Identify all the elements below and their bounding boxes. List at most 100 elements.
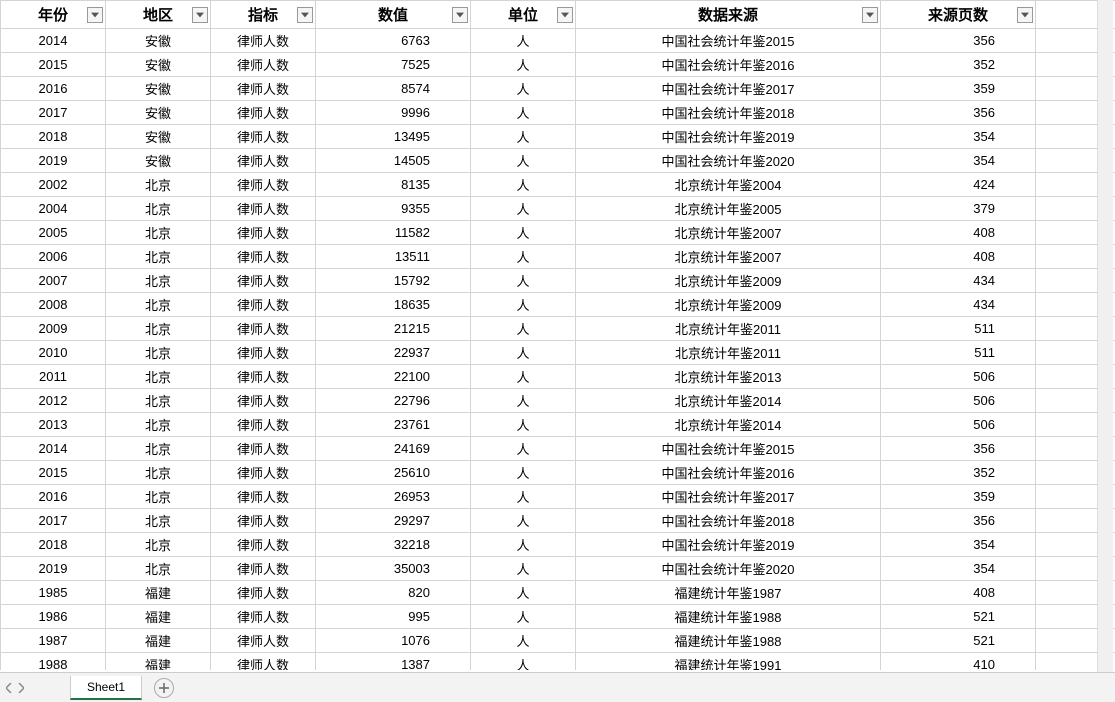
cell-value[interactable]: 8574	[316, 77, 471, 101]
cell-region[interactable]: 北京	[106, 437, 211, 461]
cell-indicator[interactable]: 律师人数	[211, 77, 316, 101]
cell-page[interactable]: 352	[881, 53, 1036, 77]
cell-source[interactable]: 中国社会统计年鉴2020	[576, 557, 881, 581]
cell-region[interactable]: 安徽	[106, 77, 211, 101]
cell-indicator[interactable]: 律师人数	[211, 317, 316, 341]
table-row[interactable]: 2017北京律师人数29297人中国社会统计年鉴2018356	[1, 509, 1115, 533]
cell-value[interactable]: 22100	[316, 365, 471, 389]
cell-indicator[interactable]: 律师人数	[211, 653, 316, 671]
cell-unit[interactable]: 人	[471, 653, 576, 671]
cell-unit[interactable]: 人	[471, 173, 576, 197]
cell-value[interactable]: 6763	[316, 29, 471, 53]
table-row[interactable]: 2004北京律师人数9355人北京统计年鉴2005379	[1, 197, 1115, 221]
cell-source[interactable]: 北京统计年鉴2007	[576, 245, 881, 269]
table-row[interactable]: 2002北京律师人数8135人北京统计年鉴2004424	[1, 173, 1115, 197]
cell-unit[interactable]: 人	[471, 533, 576, 557]
table-row[interactable]: 2006北京律师人数13511人北京统计年鉴2007408	[1, 245, 1115, 269]
cell-year[interactable]: 2007	[1, 269, 106, 293]
cell-page[interactable]: 356	[881, 29, 1036, 53]
cell-source[interactable]: 中国社会统计年鉴2019	[576, 533, 881, 557]
cell-page[interactable]: 379	[881, 197, 1036, 221]
column-header-page[interactable]: 来源页数	[881, 1, 1036, 29]
table-row[interactable]: 2015安徽律师人数7525人中国社会统计年鉴2016352	[1, 53, 1115, 77]
cell-source[interactable]: 中国社会统计年鉴2016	[576, 53, 881, 77]
cell-year[interactable]: 2006	[1, 245, 106, 269]
cell-page[interactable]: 408	[881, 245, 1036, 269]
cell-indicator[interactable]: 律师人数	[211, 101, 316, 125]
cell-indicator[interactable]: 律师人数	[211, 293, 316, 317]
cell-unit[interactable]: 人	[471, 365, 576, 389]
cell-page[interactable]: 356	[881, 437, 1036, 461]
cell-region[interactable]: 北京	[106, 485, 211, 509]
cell-indicator[interactable]: 律师人数	[211, 269, 316, 293]
cell-year[interactable]: 2014	[1, 29, 106, 53]
cell-unit[interactable]: 人	[471, 101, 576, 125]
cell-unit[interactable]: 人	[471, 125, 576, 149]
cell-source[interactable]: 中国社会统计年鉴2017	[576, 485, 881, 509]
cell-region[interactable]: 北京	[106, 269, 211, 293]
filter-dropdown-icon[interactable]	[557, 7, 573, 23]
cell-region[interactable]: 北京	[106, 389, 211, 413]
cell-page[interactable]: 356	[881, 509, 1036, 533]
cell-source[interactable]: 福建统计年鉴1988	[576, 629, 881, 653]
cell-region[interactable]: 安徽	[106, 149, 211, 173]
cell-value[interactable]: 820	[316, 581, 471, 605]
cell-year[interactable]: 2002	[1, 173, 106, 197]
sheet-nav-next[interactable]	[16, 680, 26, 696]
cell-unit[interactable]: 人	[471, 245, 576, 269]
cell-source[interactable]: 中国社会统计年鉴2015	[576, 437, 881, 461]
cell-unit[interactable]: 人	[471, 149, 576, 173]
cell-value[interactable]: 995	[316, 605, 471, 629]
cell-value[interactable]: 9996	[316, 101, 471, 125]
cell-indicator[interactable]: 律师人数	[211, 365, 316, 389]
cell-unit[interactable]: 人	[471, 29, 576, 53]
cell-page[interactable]: 354	[881, 557, 1036, 581]
table-row[interactable]: 2018安徽律师人数13495人中国社会统计年鉴2019354	[1, 125, 1115, 149]
table-row[interactable]: 2017安徽律师人数9996人中国社会统计年鉴2018356	[1, 101, 1115, 125]
table-row[interactable]: 2019安徽律师人数14505人中国社会统计年鉴2020354	[1, 149, 1115, 173]
sheet-tab-active[interactable]: Sheet1	[70, 676, 142, 700]
cell-indicator[interactable]: 律师人数	[211, 149, 316, 173]
cell-value[interactable]: 24169	[316, 437, 471, 461]
cell-unit[interactable]: 人	[471, 629, 576, 653]
filter-dropdown-icon[interactable]	[87, 7, 103, 23]
cell-source[interactable]: 北京统计年鉴2014	[576, 413, 881, 437]
table-row[interactable]: 2010北京律师人数22937人北京统计年鉴2011511	[1, 341, 1115, 365]
cell-unit[interactable]: 人	[471, 605, 576, 629]
vertical-scrollbar[interactable]	[1097, 0, 1113, 672]
cell-year[interactable]: 2019	[1, 557, 106, 581]
cell-value[interactable]: 29297	[316, 509, 471, 533]
cell-year[interactable]: 2016	[1, 77, 106, 101]
cell-source[interactable]: 北京统计年鉴2013	[576, 365, 881, 389]
cell-year[interactable]: 2011	[1, 365, 106, 389]
cell-unit[interactable]: 人	[471, 509, 576, 533]
table-row[interactable]: 1986福建律师人数995人福建统计年鉴1988521	[1, 605, 1115, 629]
cell-page[interactable]: 410	[881, 653, 1036, 671]
cell-unit[interactable]: 人	[471, 437, 576, 461]
column-header-value[interactable]: 数值	[316, 1, 471, 29]
cell-indicator[interactable]: 律师人数	[211, 341, 316, 365]
cell-source[interactable]: 北京统计年鉴2011	[576, 341, 881, 365]
cell-indicator[interactable]: 律师人数	[211, 461, 316, 485]
cell-unit[interactable]: 人	[471, 413, 576, 437]
cell-indicator[interactable]: 律师人数	[211, 437, 316, 461]
sheet-nav-prev[interactable]	[4, 680, 14, 696]
cell-value[interactable]: 1387	[316, 653, 471, 671]
cell-page[interactable]: 521	[881, 629, 1036, 653]
cell-value[interactable]: 23761	[316, 413, 471, 437]
cell-year[interactable]: 2014	[1, 437, 106, 461]
cell-region[interactable]: 北京	[106, 461, 211, 485]
cell-indicator[interactable]: 律师人数	[211, 221, 316, 245]
cell-unit[interactable]: 人	[471, 389, 576, 413]
cell-page[interactable]: 506	[881, 413, 1036, 437]
cell-value[interactable]: 8135	[316, 173, 471, 197]
cell-source[interactable]: 福建统计年鉴1988	[576, 605, 881, 629]
cell-year[interactable]: 2019	[1, 149, 106, 173]
cell-source[interactable]: 北京统计年鉴2005	[576, 197, 881, 221]
cell-year[interactable]: 2013	[1, 413, 106, 437]
cell-unit[interactable]: 人	[471, 461, 576, 485]
cell-source[interactable]: 北京统计年鉴2011	[576, 317, 881, 341]
cell-unit[interactable]: 人	[471, 581, 576, 605]
cell-year[interactable]: 1985	[1, 581, 106, 605]
cell-region[interactable]: 北京	[106, 197, 211, 221]
